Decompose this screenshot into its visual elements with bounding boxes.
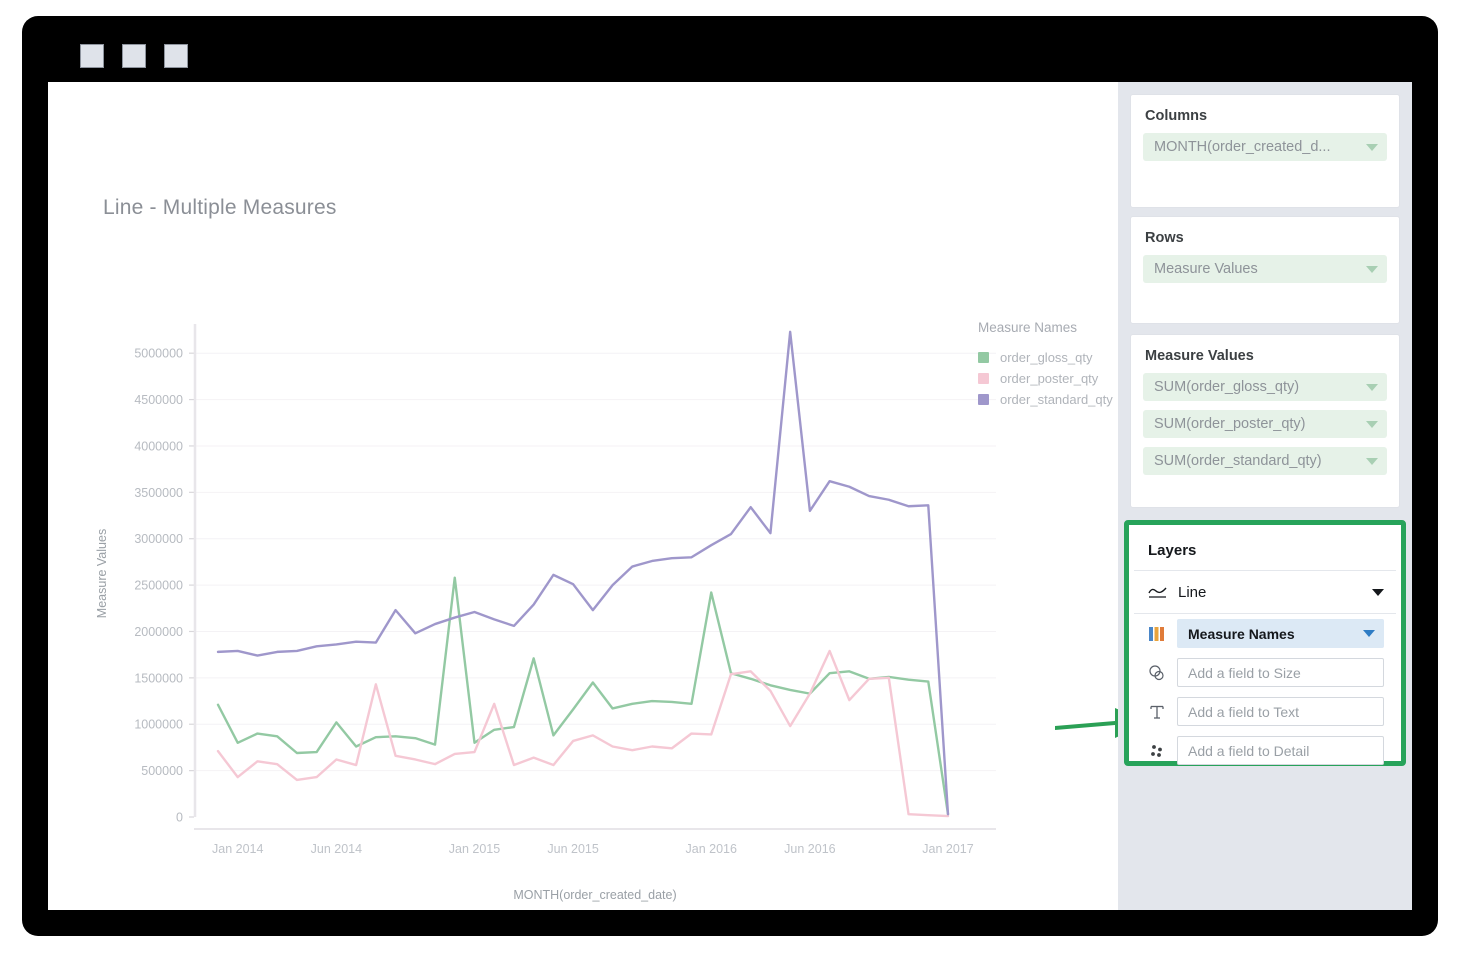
- shelf-size-field[interactable]: Add a field to Size: [1177, 658, 1384, 687]
- rows-shelf-card: Rows Measure Values: [1130, 216, 1400, 324]
- right-sidebar: Columns MONTH(order_created_d... Rows Me…: [1118, 82, 1412, 910]
- shelf-size[interactable]: Add a field to Size: [1134, 653, 1396, 692]
- legend-swatch-icon: [978, 394, 989, 405]
- measure-values-title: Measure Values: [1145, 348, 1254, 364]
- detail-icon: [1146, 741, 1168, 761]
- chart-title: Line - Multiple Measures: [103, 196, 337, 219]
- x-axis-tick-label: Jun 2016: [784, 842, 835, 856]
- y-axis-tick-label: 500000: [141, 764, 183, 778]
- x-axis-tick-label: Jan 2015: [449, 842, 500, 856]
- x-axis-title: MONTH(order_created_date): [513, 888, 676, 902]
- window-titlebar: [24, 18, 1436, 82]
- chevron-down-icon[interactable]: [1366, 457, 1378, 465]
- chart-legend: Measure Names order_gloss_qty order_poste…: [978, 320, 1113, 410]
- layers-card: Layers Line: [1134, 530, 1396, 765]
- rows-title: Rows: [1145, 230, 1184, 246]
- shelf-color[interactable]: Measure Names: [1134, 614, 1396, 653]
- color-icon: [1146, 624, 1168, 644]
- legend-item-order_poster_qty[interactable]: order_poster_qty: [978, 368, 1113, 389]
- legend-items: order_gloss_qty order_poster_qty order_sta…: [978, 347, 1113, 410]
- text-icon: [1146, 702, 1168, 722]
- x-axis-tick-label: Jun 2015: [547, 842, 598, 856]
- shelf-text-field[interactable]: Add a field to Text: [1177, 697, 1384, 726]
- measure-values-card: Measure Values SUM(order_gloss_qty) SUM(…: [1130, 334, 1400, 508]
- layers-card-highlight: Layers Line: [1124, 520, 1406, 766]
- series-line-order_gloss_qty: [216, 576, 950, 816]
- legend-item-order_gloss_qty[interactable]: order_gloss_qty: [978, 347, 1113, 368]
- shelf-detail-placeholder: Add a field to Detail: [1188, 742, 1310, 759]
- y-axis-tick-label: 4000000: [134, 439, 183, 453]
- x-axis-tick-label: Jun 2014: [311, 842, 362, 856]
- legend-label: order_standard_qty: [1000, 392, 1113, 407]
- y-axis-tick-label: 2500000: [134, 579, 183, 593]
- chevron-down-icon[interactable]: [1366, 383, 1378, 391]
- series-line-order_poster_qty: [216, 649, 950, 818]
- chevron-down-icon[interactable]: [1366, 265, 1378, 273]
- shelf-text[interactable]: Add a field to Text: [1134, 692, 1396, 731]
- shelf-text-placeholder: Add a field to Text: [1188, 703, 1300, 720]
- legend-swatch-icon: [978, 352, 989, 363]
- window-button-3[interactable]: [164, 44, 188, 68]
- y-axis-tick-label: 0: [176, 811, 183, 825]
- shelf-detail[interactable]: Add a field to Detail: [1134, 731, 1396, 770]
- chevron-down-icon[interactable]: [1366, 420, 1378, 428]
- layers-title: Layers: [1148, 542, 1197, 559]
- legend-label: order_gloss_qty: [1000, 350, 1093, 365]
- y-axis-title: Measure Values: [95, 529, 109, 618]
- application-body: Line - Multiple Measures 0 500000 1000000 1…: [48, 82, 1412, 910]
- window-button-2[interactable]: [122, 44, 146, 68]
- columns-pill[interactable]: MONTH(order_created_d...: [1143, 133, 1387, 161]
- chart-svg: 0 500000 1000000 1500000 2000000 2500000 30000…: [95, 324, 996, 902]
- series-line-order_standard_qty: [216, 330, 950, 816]
- chevron-down-icon[interactable]: [1366, 143, 1378, 151]
- shelf-size-placeholder: Add a field to Size: [1188, 664, 1301, 681]
- x-axis-tick-label: Jan 2016: [686, 842, 737, 856]
- measure-pill-label: SUM(order_gloss_qty): [1154, 379, 1300, 395]
- y-axis-tick-label: 3500000: [134, 486, 183, 500]
- columns-shelf-card: Columns MONTH(order_created_d...: [1130, 94, 1400, 208]
- legend-swatch-icon: [978, 373, 989, 384]
- legend-title: Measure Names: [978, 320, 1078, 335]
- chart-canvas: Line - Multiple Measures 0 500000 1000000 1…: [48, 82, 1149, 910]
- chevron-down-icon[interactable]: [1372, 588, 1384, 596]
- y-axis-tick-label: 5000000: [134, 347, 183, 361]
- columns-pill-label: MONTH(order_created_d...: [1154, 139, 1331, 155]
- layer-type-label: Line: [1178, 583, 1207, 601]
- chart-plot-area: 0 500000 1000000 1500000 2000000 2500000 30000…: [48, 82, 1118, 910]
- y-axis-tick-label: 2000000: [134, 625, 183, 639]
- measure-pill-gloss[interactable]: SUM(order_gloss_qty): [1143, 373, 1387, 401]
- line-mark-icon: [1148, 587, 1167, 598]
- shelf-color-field[interactable]: Measure Names: [1177, 619, 1384, 648]
- measure-pill-label: SUM(order_poster_qty): [1154, 416, 1306, 432]
- measure-pill-standard[interactable]: SUM(order_standard_qty): [1143, 447, 1387, 475]
- y-axis-tick-label: 1500000: [134, 671, 183, 685]
- y-axis-tick-label: 3000000: [134, 532, 183, 546]
- size-icon: [1146, 663, 1168, 683]
- measure-pill-poster[interactable]: SUM(order_poster_qty): [1143, 410, 1387, 438]
- x-axis-tick-label: Jan 2014: [212, 842, 263, 856]
- legend-item-order_standard_qty[interactable]: order_standard_qty: [978, 389, 1113, 410]
- x-axis-tick-label: Jan 2017: [922, 842, 973, 856]
- layer-type-selector[interactable]: Line: [1134, 571, 1396, 614]
- rows-pill-label: Measure Values: [1154, 261, 1258, 277]
- y-axis-tick-label: 4500000: [134, 393, 183, 407]
- shelf-color-value: Measure Names: [1188, 625, 1295, 642]
- legend-label: order_poster_qty: [1000, 371, 1099, 386]
- y-axis-tick-label: 1000000: [134, 718, 183, 732]
- window-button-1[interactable]: [80, 44, 104, 68]
- chevron-down-icon[interactable]: [1363, 630, 1375, 637]
- application-window: Line - Multiple Measures 0 500000 1000000 1…: [24, 18, 1436, 934]
- shelf-detail-field[interactable]: Add a field to Detail: [1177, 736, 1384, 765]
- measure-pill-label: SUM(order_standard_qty): [1154, 453, 1322, 469]
- divider: [1134, 570, 1396, 571]
- columns-title: Columns: [1145, 108, 1208, 124]
- rows-pill[interactable]: Measure Values: [1143, 255, 1387, 283]
